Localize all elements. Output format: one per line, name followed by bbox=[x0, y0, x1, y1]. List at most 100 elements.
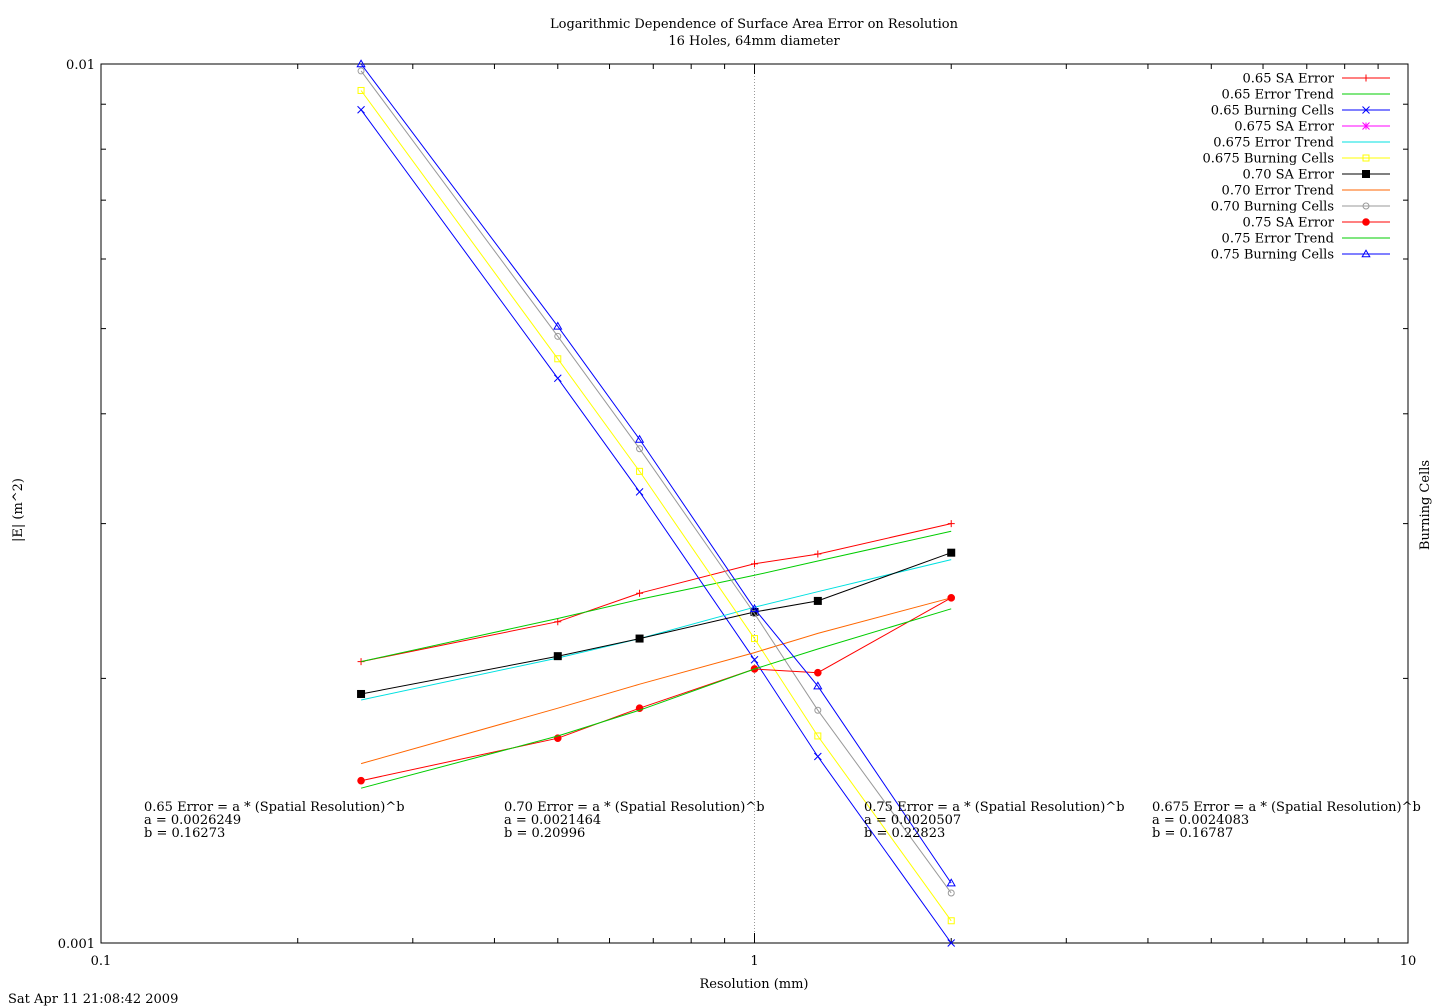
marker-circle bbox=[1362, 218, 1370, 226]
series-0-75-burning-cells bbox=[356, 59, 956, 887]
data-point bbox=[634, 434, 645, 443]
data-point bbox=[947, 889, 955, 897]
data-point bbox=[1362, 122, 1370, 130]
marker-plus bbox=[814, 550, 822, 558]
series-layer bbox=[356, 59, 956, 947]
legend-label: 0.65 SA Error bbox=[1243, 72, 1335, 87]
fit-annotation: 0.65 Error = a * (Spatial Resolution)^ba… bbox=[144, 800, 405, 841]
y2-axis-label: Burning Cells bbox=[1418, 460, 1433, 550]
data-point bbox=[947, 520, 955, 528]
annotation-line: b = 0.16787 bbox=[1152, 826, 1233, 841]
data-point bbox=[813, 596, 822, 605]
fit-annotation: 0.70 Error = a * (Spatial Resolution)^ba… bbox=[504, 800, 765, 841]
annotations: 0.65 Error = a * (Spatial Resolution)^ba… bbox=[144, 800, 1421, 841]
data-point bbox=[554, 618, 562, 626]
marker-square bbox=[751, 635, 758, 643]
marker-circle bbox=[814, 706, 822, 714]
marker-triangle bbox=[356, 59, 366, 68]
data-point bbox=[636, 445, 644, 453]
marker-x bbox=[813, 752, 822, 761]
legend-entry: 0.75 Error Trend bbox=[1222, 232, 1390, 247]
marker-circle bbox=[357, 776, 365, 785]
data-point bbox=[814, 668, 822, 677]
marker-square bbox=[947, 548, 956, 557]
data-point bbox=[751, 610, 758, 618]
data-point bbox=[1362, 170, 1370, 178]
data-point bbox=[813, 681, 823, 690]
marker-square bbox=[1362, 154, 1370, 162]
marker-circle bbox=[554, 332, 562, 340]
marker-circle bbox=[636, 445, 644, 453]
legend-entry: 0.65 Error Trend bbox=[1222, 88, 1390, 103]
data-point bbox=[814, 732, 822, 740]
data-point bbox=[635, 488, 644, 496]
series-0-75-sa-error bbox=[357, 594, 956, 785]
data-point bbox=[814, 550, 822, 558]
legend-entry: 0.75 SA Error bbox=[1243, 216, 1390, 231]
data-point bbox=[357, 105, 365, 114]
marker-square bbox=[554, 355, 562, 363]
y-tick-label: 0.01 bbox=[66, 58, 95, 73]
annotation-line: 0.70 Error = a * (Spatial Resolution)^b bbox=[504, 800, 765, 815]
chart-title: Logarithmic Dependence of Surface Area E… bbox=[550, 17, 959, 32]
series-line bbox=[361, 552, 952, 695]
series-0-70-burning-cells bbox=[357, 67, 955, 897]
data-point bbox=[1362, 106, 1370, 114]
marker-x bbox=[635, 488, 644, 496]
chart-subtitle: 16 Holes, 64mm diameter bbox=[668, 34, 840, 49]
series-line bbox=[360, 608, 952, 789]
marker-triangle bbox=[1361, 249, 1371, 258]
x-tick-label: 0.1 bbox=[91, 954, 112, 969]
legend-entry: 0.65 Burning Cells bbox=[1211, 104, 1390, 119]
marker-triangle bbox=[553, 321, 563, 330]
legend-entry: 0.675 Burning Cells bbox=[1203, 152, 1390, 167]
marker-square bbox=[636, 467, 644, 475]
series-line bbox=[360, 597, 952, 782]
data-point bbox=[749, 603, 760, 613]
data-point bbox=[813, 752, 822, 761]
data-point bbox=[750, 655, 759, 664]
x-axis-label: Resolution (mm) bbox=[699, 977, 808, 992]
marker-x bbox=[357, 105, 365, 114]
legend-entry: 0.70 Error Trend bbox=[1222, 184, 1390, 199]
annotation-line: a = 0.0021464 bbox=[504, 813, 601, 828]
data-point bbox=[947, 548, 956, 557]
data-point bbox=[554, 355, 562, 363]
legend-label: 0.675 Burning Cells bbox=[1203, 152, 1334, 167]
marker-star bbox=[1362, 122, 1370, 130]
axis-ticks: 0.1 1 10 0.001 0.01 bbox=[58, 58, 1416, 969]
series-0-675-burning-cells bbox=[357, 86, 955, 925]
marker-plus bbox=[554, 618, 562, 626]
data-point bbox=[1362, 74, 1370, 82]
series-line bbox=[361, 523, 952, 663]
marker-triangle bbox=[749, 603, 760, 613]
data-point bbox=[636, 467, 644, 475]
legend-label: 0.65 Burning Cells bbox=[1211, 104, 1334, 119]
series-line bbox=[360, 63, 952, 884]
legend-entry: 0.65 SA Error bbox=[1243, 72, 1390, 87]
data-point bbox=[947, 917, 955, 925]
data-point bbox=[751, 635, 758, 643]
legend-label: 0.65 Error Trend bbox=[1222, 88, 1334, 103]
marker-square bbox=[1362, 170, 1370, 178]
legend-label: 0.75 Error Trend bbox=[1222, 232, 1334, 247]
series-line bbox=[360, 530, 952, 663]
marker-square bbox=[947, 917, 955, 925]
data-point bbox=[357, 776, 365, 785]
marker-square bbox=[357, 689, 366, 698]
data-point bbox=[814, 706, 822, 714]
annotation-line: a = 0.0024083 bbox=[1152, 813, 1249, 828]
y-tick-label: 0.001 bbox=[58, 937, 95, 952]
marker-circle bbox=[357, 67, 365, 75]
data-point bbox=[357, 689, 366, 698]
data-point bbox=[947, 939, 956, 947]
data-point bbox=[751, 560, 758, 568]
legend-label: 0.70 Burning Cells bbox=[1211, 200, 1334, 215]
legend-entry: 0.70 SA Error bbox=[1243, 168, 1390, 183]
series-0-70-sa-error bbox=[357, 548, 956, 698]
fit-annotation: 0.675 Error = a * (Spatial Resolution)^b… bbox=[1152, 800, 1421, 841]
annotation-line: a = 0.0020507 bbox=[864, 813, 961, 828]
legend-label: 0.70 Error Trend bbox=[1222, 184, 1334, 199]
series-0-75-error-trend bbox=[360, 608, 952, 789]
